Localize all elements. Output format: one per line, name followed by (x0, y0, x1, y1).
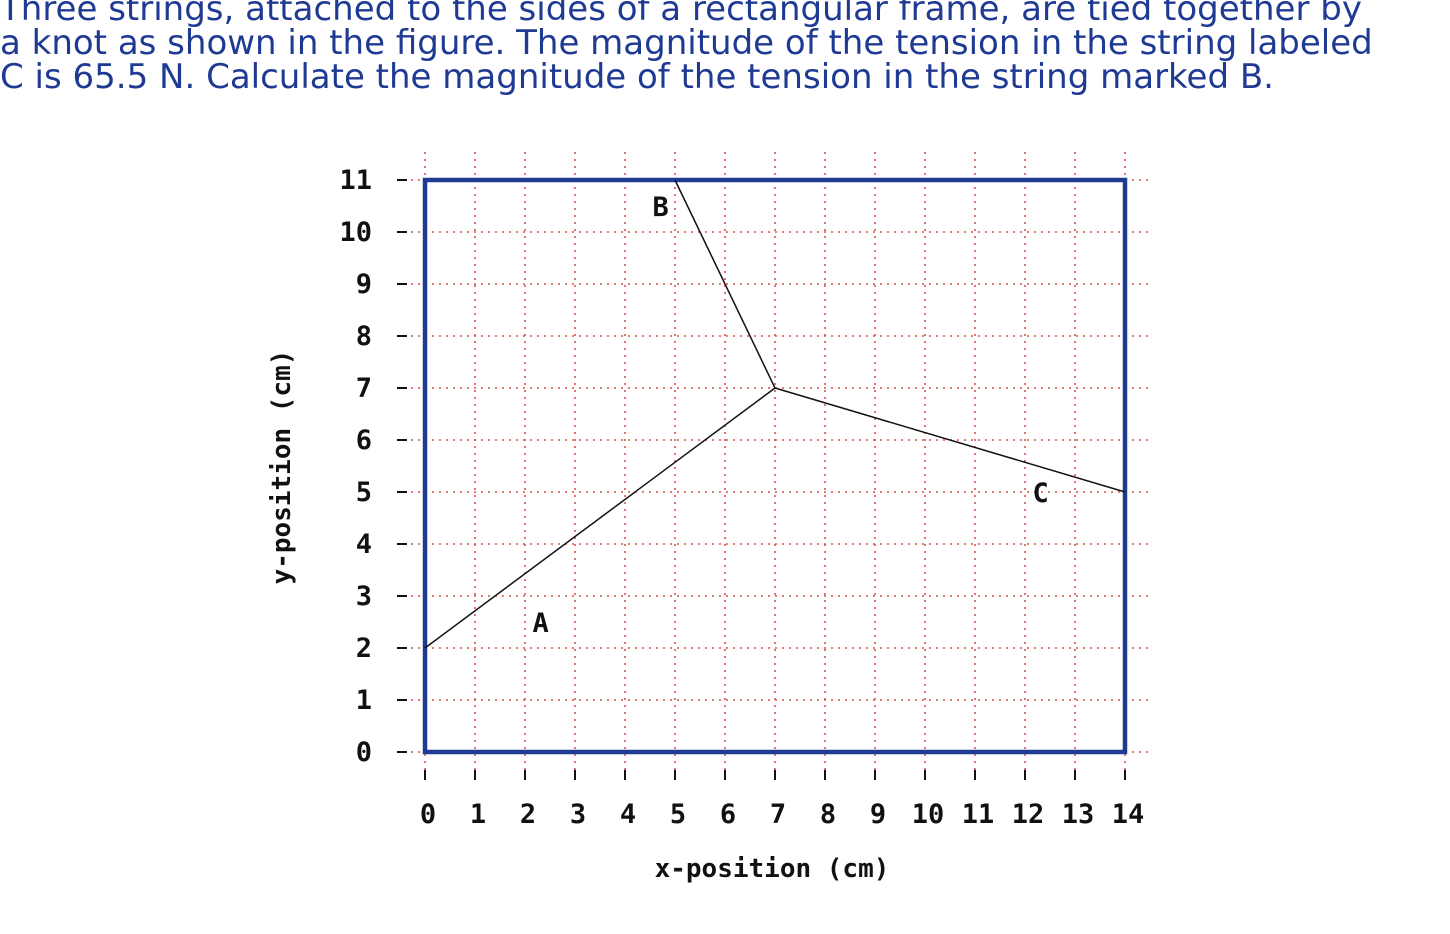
y-tick-label: 2 (356, 633, 372, 664)
y-tick-label: 1 (356, 685, 372, 716)
string-label-a: A (533, 608, 549, 639)
x-tick-label: 12 (1012, 799, 1045, 830)
string-label-c: C (1033, 478, 1049, 509)
problem-statement: Three strings, attached to the sides of … (0, 0, 1450, 94)
string-label-b: B (653, 192, 669, 223)
x-tick-label: 13 (1062, 799, 1095, 830)
y-axis-ticks: 0 1 2 3 4 5 6 7 8 9 10 11 (339, 165, 407, 768)
problem-line-2: a knot as shown in the figure. The magni… (0, 23, 1373, 63)
y-tick-label: 0 (356, 737, 372, 768)
y-tick-label: 6 (356, 425, 372, 456)
y-tick-label: 3 (356, 581, 372, 612)
rectangular-frame (422, 177, 1128, 755)
x-tick-label: 5 (670, 799, 686, 830)
x-axis-ticks: 0 1 2 3 4 5 6 7 8 9 10 11 12 13 14 (420, 770, 1144, 830)
frame-border (422, 177, 1128, 755)
x-tick-label: 8 (820, 799, 836, 830)
x-tick-label: 3 (570, 799, 586, 830)
string-b (674, 179, 776, 389)
problem-line-3: C is 65.5 N. Calculate the magnitude of … (0, 57, 1274, 97)
string-c (774, 387, 1126, 493)
x-axis-label: x-position (cm) (655, 854, 890, 884)
x-tick-label: 1 (470, 799, 486, 830)
x-tick-label: 7 (770, 799, 786, 830)
x-tick-label: 4 (620, 799, 636, 830)
x-tick-label: 2 (520, 799, 536, 830)
y-tick-label: 4 (356, 529, 372, 560)
x-tick-label: 0 (420, 799, 436, 830)
problem-line-1: Three strings, attached to the sides of … (0, 0, 1362, 29)
y-axis-label: y-position (cm) (267, 350, 297, 585)
y-tick-label: 5 (356, 477, 372, 508)
x-tick-label: 11 (962, 799, 995, 830)
y-tick-label: 9 (356, 269, 372, 300)
y-tick-label: 7 (356, 373, 372, 404)
x-tick-label: 10 (912, 799, 945, 830)
x-tick-label: 6 (720, 799, 736, 830)
x-tick-label: 9 (870, 799, 886, 830)
x-tick-label: 14 (1112, 799, 1145, 830)
string-a (424, 387, 776, 649)
y-tick-label: 11 (339, 165, 372, 196)
strings: A B C (424, 179, 1126, 649)
y-tick-label: 8 (356, 321, 372, 352)
y-tick-label: 10 (339, 217, 372, 248)
